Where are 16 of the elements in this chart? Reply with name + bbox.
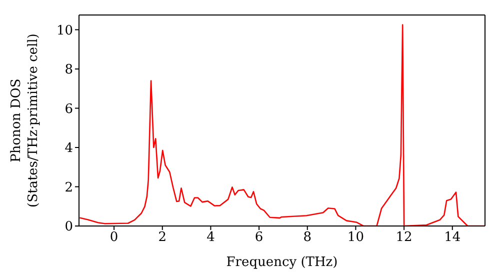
x-tick-label: 6 [254,230,264,246]
y-tick-label: 8 [64,62,73,78]
y-tick-label: 6 [64,102,73,117]
x-tick-label: 12 [396,230,412,246]
y-tick-label: 10 [56,23,73,38]
y-tick-label: 2 [64,180,73,196]
x-tick-label: 14 [444,230,461,246]
y-axis-title: Phonon DOS (States/THz·primitive cell) [9,33,41,208]
y-tick-label: 4 [64,141,73,156]
x-tick-label: 10 [347,230,364,246]
x-tick-label: 2 [158,230,167,246]
x-tick-label: 4 [206,230,215,246]
x-tick-label: 8 [303,230,312,246]
x-tick-label: 0 [110,230,118,246]
x-axis-title: Frequency (THz) [226,255,338,270]
y-tick-label: 0 [64,220,73,235]
